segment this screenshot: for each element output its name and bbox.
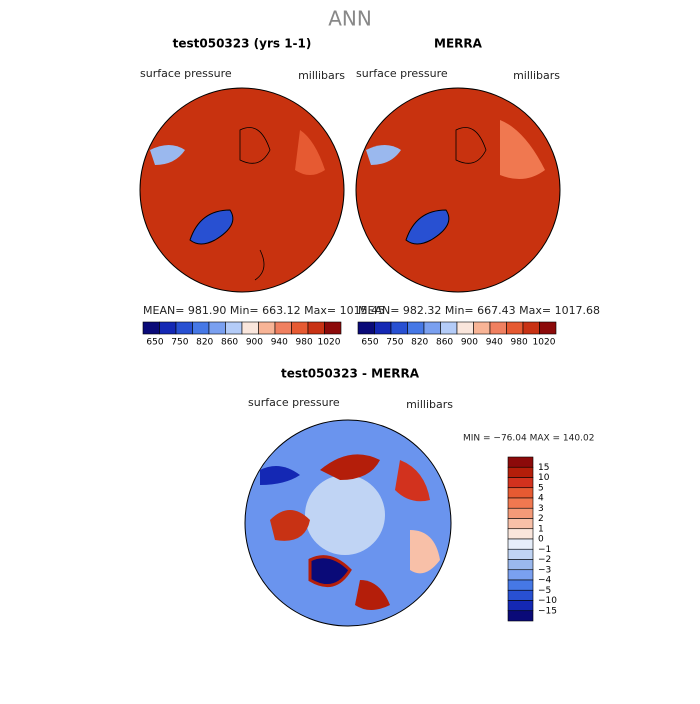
colorbar-swatch <box>241 321 259 335</box>
colorbar-swatch <box>324 321 342 335</box>
colorbar-swatch <box>522 321 540 335</box>
colorbar-label: 980 <box>296 338 313 348</box>
colorbar-swatch <box>274 321 292 335</box>
colorbar-swatch <box>507 579 534 591</box>
colorbar-swatch <box>507 518 534 530</box>
colorbar-label: −15 <box>538 606 557 616</box>
stats: MEAN= 981.90 Min= 663.12 Max= 1015.45 <box>143 304 385 317</box>
colorbar-label: −5 <box>538 586 551 596</box>
colorbar-swatch <box>440 321 458 335</box>
colorbar-swatch <box>258 321 276 335</box>
colorbar-label: −10 <box>538 596 557 606</box>
colorbar-swatch <box>423 321 441 335</box>
colorbar-swatch <box>159 321 177 335</box>
colorbar-swatch <box>507 487 534 499</box>
colorbar-swatch <box>192 321 210 335</box>
colorbar-swatch <box>357 321 375 335</box>
colorbar-label: 980 <box>511 338 528 348</box>
colorbar-label: 1020 <box>318 338 341 348</box>
colorbar-swatch <box>175 321 193 335</box>
colorbar-label: 820 <box>411 338 428 348</box>
colorbar-swatch <box>390 321 408 335</box>
colorbar-swatch <box>489 321 507 335</box>
colorbar-label: 650 <box>146 338 163 348</box>
units-label: millibars <box>513 69 560 82</box>
colorbar-label: −1 <box>538 545 551 555</box>
variable-label: surface pressure <box>140 67 232 80</box>
colorbar-swatch <box>291 321 309 335</box>
panel-title: test050323 (yrs 1-1) <box>173 37 312 51</box>
panel-title: test050323 - MERRA <box>281 367 420 381</box>
stats: MEAN= 982.32 Min= 667.43 Max= 1017.68 <box>358 304 600 317</box>
colorbar-label: 940 <box>486 338 503 348</box>
panel-title: MERRA <box>434 37 483 51</box>
colorbar-swatch <box>142 321 160 335</box>
colorbar-swatch <box>473 321 491 335</box>
variable-label: surface pressure <box>248 396 340 409</box>
colorbar-label: 940 <box>271 338 288 348</box>
colorbar-label: 750 <box>171 338 188 348</box>
colorbar-label: 820 <box>196 338 213 348</box>
colorbar-swatch <box>507 589 534 601</box>
colorbar-swatch <box>507 569 534 581</box>
colorbar-label: 650 <box>361 338 378 348</box>
colorbar-swatch <box>456 321 474 335</box>
colorbar-swatch <box>507 456 534 468</box>
colorbar-label: 4 <box>538 494 544 504</box>
colorbar-label: 900 <box>461 338 478 348</box>
colorbar-label: 900 <box>246 338 263 348</box>
colorbar-swatch <box>507 600 534 612</box>
units-label: millibars <box>298 69 345 82</box>
colorbar-label: 15 <box>538 463 549 473</box>
units-label: millibars <box>406 398 453 411</box>
colorbar-swatch <box>507 477 534 489</box>
figure-title: ANN <box>328 7 372 31</box>
colorbar-label: 1 <box>538 524 544 534</box>
colorbar-swatch <box>225 321 243 335</box>
colorbar-swatch <box>208 321 226 335</box>
colorbar-swatch <box>507 497 534 509</box>
map <box>355 87 561 293</box>
colorbar-label: 5 <box>538 483 544 493</box>
colorbar-label: −2 <box>538 555 551 565</box>
colorbar-swatch <box>307 321 325 335</box>
colorbar-label: −3 <box>538 565 551 575</box>
colorbar-label: 750 <box>386 338 403 348</box>
colorbar-swatch <box>507 528 534 540</box>
colorbar-swatch <box>507 548 534 560</box>
variable-label: surface pressure <box>356 67 448 80</box>
colorbar-swatch <box>539 321 557 335</box>
stats: MIN = −76.04 MAX = 140.02 <box>463 434 594 444</box>
colorbar-swatch <box>407 321 425 335</box>
colorbar-label: 1020 <box>533 338 556 348</box>
colorbar-label: 10 <box>538 473 550 483</box>
colorbar-label: 860 <box>436 338 453 348</box>
colorbar-swatch <box>507 466 534 478</box>
colorbar-label: 0 <box>538 535 544 545</box>
colorbar-swatch <box>507 610 534 622</box>
colorbar-swatch <box>506 321 524 335</box>
colorbar-swatch <box>507 559 534 571</box>
colorbar-label: 3 <box>538 504 544 514</box>
colorbar-swatch <box>507 538 534 550</box>
colorbar-label: −4 <box>538 576 552 586</box>
colorbar-label: 860 <box>221 338 238 348</box>
map <box>139 87 345 293</box>
colorbar-label: 2 <box>538 514 544 524</box>
colorbar-swatch <box>507 507 534 519</box>
colorbar-swatch <box>374 321 392 335</box>
map <box>244 419 452 627</box>
